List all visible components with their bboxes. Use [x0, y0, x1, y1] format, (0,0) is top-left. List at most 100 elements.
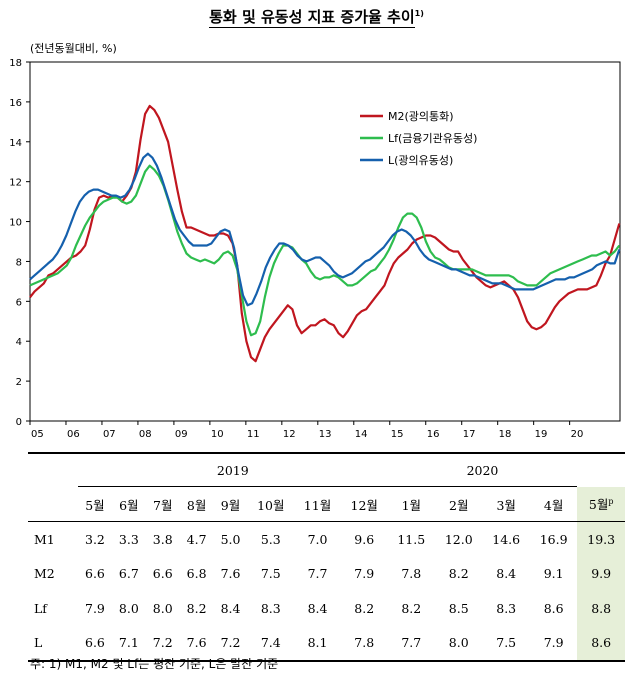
title-footnote-mark: 1) — [414, 9, 424, 18]
legend-label-0: M2(광의통화) — [388, 110, 454, 123]
y-tick-label: 12 — [9, 178, 22, 189]
table-cell: 8.2 — [448, 566, 469, 582]
month-label: 11월 — [303, 497, 332, 513]
month-header: 11월 — [294, 487, 341, 522]
month-corner — [28, 487, 78, 522]
table-cell: 8.5 — [448, 600, 469, 616]
plot-frame — [29, 61, 621, 422]
x-tick-label: 18 — [499, 429, 512, 440]
table-cell: 7.1 — [118, 635, 139, 651]
series-lines — [29, 104, 621, 363]
table-cell: 8.6 — [543, 600, 564, 616]
table-cell: 3.3 — [118, 531, 139, 547]
chart-title: 통화 및 유동성 지표 증가율 추이1) — [0, 6, 633, 28]
row-label: L — [34, 635, 43, 651]
table-cell: 3.8 — [152, 531, 173, 547]
x-tick-label: 10 — [211, 429, 224, 440]
series-line-0 — [29, 104, 621, 363]
year-2019: 2019 — [78, 453, 388, 487]
legend-label-1: Lf(금융기관유동성) — [388, 132, 477, 145]
legend-label-2: L(광의유동성) — [388, 154, 453, 167]
table-cell: 6.6 — [152, 566, 173, 582]
table-cell: 5.3 — [260, 531, 281, 547]
table-cell: 8.2 — [354, 600, 375, 616]
table-year-row: 2019 2020 — [28, 453, 625, 487]
preliminary-mark: p — [608, 497, 614, 507]
table-cell: 7.5 — [260, 566, 281, 582]
y-tick-label: 18 — [9, 58, 22, 69]
x-tick-label: 20 — [571, 429, 584, 440]
x-tick-label: 15 — [391, 429, 404, 440]
table-cell: 7.7 — [401, 635, 422, 651]
x-tick-label: 11 — [247, 429, 260, 440]
table-row: L 6.6 7.1 7.2 7.6 7.2 7.4 8.1 7.8 7.7 8.0 7.5 7.9 8.6 — [28, 625, 625, 661]
month-header: 4월 — [530, 487, 577, 522]
footnote: 주: 1) M1, M2 및 Lf는 평잔 기준, L은 말잔 기준 — [30, 657, 279, 671]
x-tick-label: 05 — [31, 429, 44, 440]
data-table: 2019 2020 5월 6월 7월 8월 9월 10월 11월 12월 1월 2월 3월 4월 5월p… — [28, 452, 625, 662]
x-tick-label: 19 — [535, 429, 548, 440]
table-cell: 6.8 — [186, 566, 207, 582]
row-label: M1 — [34, 531, 55, 547]
month-header: 5월 — [78, 487, 112, 522]
chart-title-text: 통화 및 유동성 지표 증가율 추이 — [209, 8, 415, 28]
corner-cell — [28, 453, 78, 487]
table-cell: 8.1 — [307, 635, 328, 651]
table-cell: 8.6 — [577, 625, 625, 661]
table-cell: 7.4 — [260, 635, 281, 651]
month-label: 8월 — [186, 497, 207, 513]
month-label: 10월 — [257, 497, 285, 513]
table-cell: 8.0 — [118, 600, 139, 616]
y-tick-label: 10 — [9, 218, 22, 229]
table-row: M1 3.2 3.3 3.8 4.7 5.0 5.3 7.0 9.6 11.5 12.0 14.6 16… — [28, 521, 625, 557]
table-cell: 7.6 — [220, 566, 241, 582]
table-month-row: 5월 6월 7월 8월 9월 10월 11월 12월 1월 2월 3월 4월 5월p — [28, 486, 625, 522]
table-cell: 8.8 — [577, 591, 625, 626]
x-tick-label: 08 — [139, 429, 152, 440]
table-cell: 6.6 — [85, 635, 105, 651]
x-tick-label: 16 — [427, 429, 440, 440]
table-cell: 9.9 — [577, 556, 625, 591]
table-cell: 14.6 — [492, 531, 521, 547]
table-cell: 11.5 — [397, 531, 426, 547]
table-cell: 19.3 — [577, 521, 625, 557]
month-header: 8월 — [180, 487, 214, 522]
x-tick-label: 06 — [67, 429, 80, 440]
month-label: 5월 — [85, 497, 105, 513]
table-cell: 6.6 — [85, 566, 105, 582]
table-cell: 8.4 — [220, 600, 241, 616]
table-cell: 8.3 — [496, 600, 517, 616]
month-header: 2월 — [435, 487, 482, 522]
table-cell: 8.3 — [260, 600, 281, 616]
year-2020: 2020 — [387, 453, 578, 487]
month-label: 12월 — [350, 497, 378, 513]
table-cell: 7.5 — [496, 635, 517, 651]
row-label: M2 — [34, 566, 55, 582]
month-header: 5월p — [577, 486, 625, 522]
table-cell: 7.2 — [152, 635, 173, 651]
month-header: 7월 — [146, 487, 180, 522]
y-tick-label: 14 — [9, 138, 22, 149]
month-label: 1월 — [401, 497, 422, 513]
table-cell: 6.7 — [118, 566, 139, 582]
table-cell: 8.4 — [496, 566, 517, 582]
y-tick-label: 6 — [16, 297, 22, 308]
table-cell: 7.6 — [186, 635, 207, 651]
month-header: 10월 — [247, 487, 294, 522]
y-tick-label: 8 — [16, 257, 22, 268]
y-axis: 0 2 4 6 8 10 12 14 16 18 — [9, 58, 30, 428]
table-cell: 9.6 — [354, 531, 375, 547]
month-header: 3월 — [482, 487, 529, 522]
table-cell: 8.2 — [186, 600, 207, 616]
month-label: 6월 — [119, 497, 139, 513]
series-line-1 — [29, 164, 621, 337]
table-cell: 7.2 — [220, 635, 241, 651]
x-tick-label: 14 — [355, 429, 368, 440]
month-label: 3월 — [496, 497, 516, 513]
table-cell: 7.9 — [354, 566, 375, 582]
table-cell: 3.2 — [85, 531, 105, 547]
x-tick-label: 07 — [103, 429, 116, 440]
table-cell: 7.9 — [85, 600, 105, 616]
month-label: 7월 — [153, 497, 173, 513]
table-cell: 5.0 — [220, 531, 241, 547]
